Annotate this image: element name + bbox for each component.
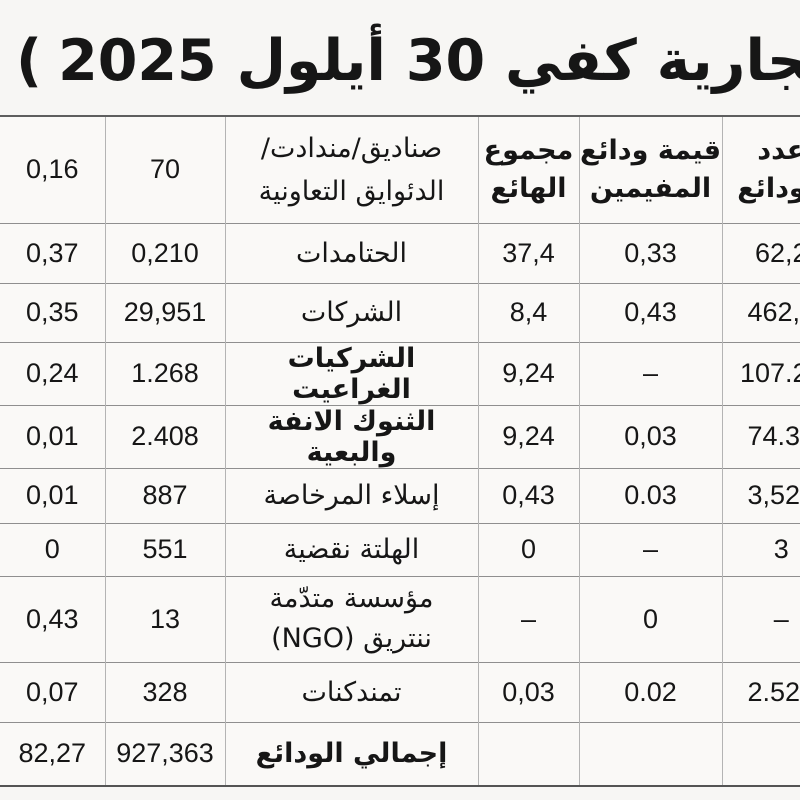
cell: 0,03	[477, 661, 579, 722]
header-value-2: 70	[104, 116, 225, 223]
cell: 62,2	[721, 222, 800, 283]
cell: 13	[104, 575, 225, 662]
cell: 0,03	[578, 404, 722, 468]
cell: 8,4	[477, 282, 579, 342]
cell: –	[721, 575, 800, 662]
title-parenthesis: (	[16, 28, 43, 94]
cell: 107.20	[721, 341, 800, 405]
column-header-funds: صناديق/مندادت/ الدئوايق التعاونية	[224, 116, 478, 223]
cell: –	[477, 575, 579, 662]
row-label: الشركيات الغراعيت	[224, 341, 478, 405]
cell: 0.02	[578, 661, 722, 722]
table-row: 0 551 الهلتة نقضية 0 – 3	[0, 522, 800, 576]
cell: 3	[721, 522, 800, 576]
cell: –	[578, 341, 722, 405]
table-row: 0,01 2.408 الثنوك الانفة والبعية 9,24 0,…	[0, 404, 800, 468]
cell: 37,4	[477, 222, 579, 283]
header-value-1: 0,16	[25, 154, 79, 185]
cell: 328	[104, 661, 225, 722]
page-title: ( التصارية التجارية كفي 30 أيلول 2025	[16, 22, 800, 100]
cell: 0,210	[104, 222, 225, 283]
cell: 0,43	[477, 467, 579, 523]
title-text: التصارية التجارية كفي 30 أيلول 2025	[58, 28, 800, 94]
column-header-deposit-count: عدد الودائع	[721, 116, 800, 223]
cell: 2.528	[721, 661, 800, 722]
cell: 3,525	[721, 467, 800, 523]
row-label: الهلتة نقضية	[224, 522, 478, 576]
cell: 0,35	[0, 282, 105, 342]
table-row: 0,35 29,951 الشركات 8,4 0,43 462,2	[0, 282, 800, 342]
row-label: إسلاء المرخاصة	[224, 467, 478, 523]
total-cell	[721, 721, 800, 786]
cell: 0,43	[0, 575, 105, 662]
total-cell	[578, 721, 722, 786]
row-label: تمندكنات	[224, 661, 478, 722]
row-label: مؤسسة متدّمة ننتريق (NGO)	[224, 575, 478, 662]
cell: 0,43	[578, 282, 722, 342]
cell: 551	[104, 522, 225, 576]
cell: 29,951	[104, 282, 225, 342]
row-label: الحتامدات	[224, 222, 478, 283]
row-label: الثنوك الانفة والبعية	[224, 404, 478, 468]
total-label: إجمالي الودائع	[224, 721, 478, 786]
cell: 9,24	[477, 341, 579, 405]
cell: 887	[104, 467, 225, 523]
cell: 0	[477, 522, 579, 576]
cell: 0,24	[0, 341, 105, 405]
cell: 1.268	[104, 341, 225, 405]
cell: 0,37	[0, 222, 105, 283]
cell: 9,24	[477, 404, 579, 468]
cell: 2.408	[104, 404, 225, 468]
table-row: 0,37 0,210 الحتامدات 37,4 0,33 62,2	[0, 222, 800, 283]
cell: 0,07	[0, 661, 105, 722]
table-row: 0,43 13 مؤسسة متدّمة ننتريق (NGO) – 0 –	[0, 575, 800, 662]
total-cell: 927,363	[104, 721, 225, 786]
table-row: 0,24 1.268 الشركيات الغراعيت 9,24 – 107.…	[0, 341, 800, 405]
total-row: 82,27 927,363 إجمالي الودائع	[0, 721, 800, 786]
table-row: 0,01 887 إسلاء المرخاصة 0,43 0.03 3,525	[0, 467, 800, 523]
cell: –	[578, 522, 722, 576]
header-row: 0,16 70 صناديق/مندادت/ الدئوايق التعاوني…	[0, 116, 800, 223]
total-cell: 82,27	[0, 721, 105, 786]
deposits-table: 0,16 70 صناديق/مندادت/ الدئوايق التعاوني…	[0, 115, 800, 787]
cell: 0	[578, 575, 722, 662]
cell: 0,01	[0, 404, 105, 468]
total-cell	[477, 721, 579, 786]
column-header-resident-deposits: قيمة ودائع المفيمين	[578, 116, 722, 223]
cell: 462,2	[721, 282, 800, 342]
cell: 0.03	[578, 467, 722, 523]
table-row: 0,07 328 تمندكنات 0,03 0.02 2.528	[0, 661, 800, 722]
cell: 74.39	[721, 404, 800, 468]
cell: 0	[0, 522, 105, 576]
column-header-total: مجموع الهائع	[477, 116, 579, 223]
row-label: الشركات	[224, 282, 478, 342]
cell: 0,01	[0, 467, 105, 523]
cell: 0,33	[578, 222, 722, 283]
